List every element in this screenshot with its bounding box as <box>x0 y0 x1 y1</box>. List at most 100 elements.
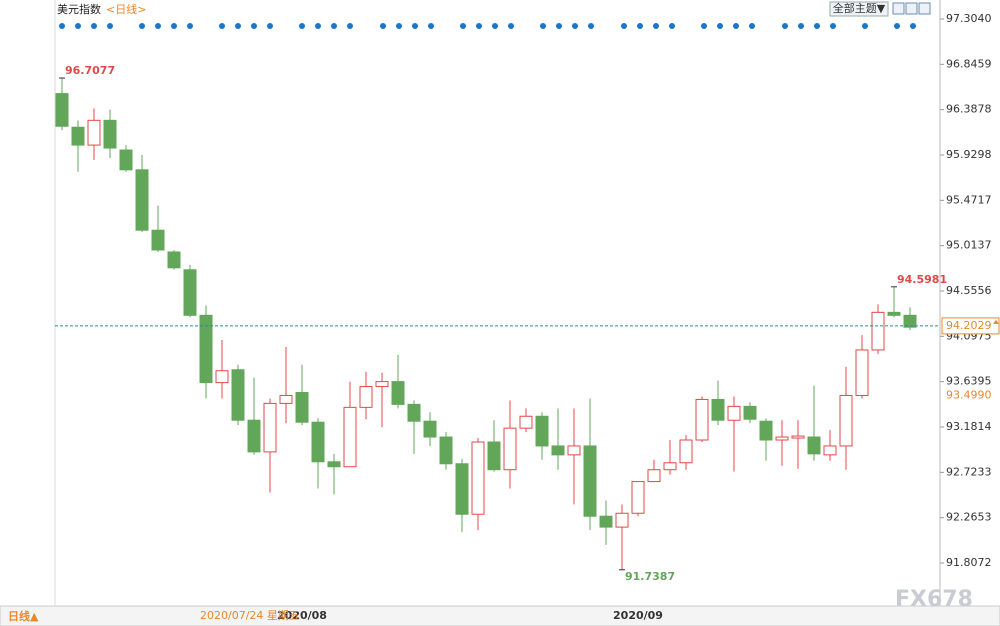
event-dot <box>155 23 161 29</box>
candle-body <box>439 436 453 465</box>
last-price-label: 94.2029 <box>946 319 992 332</box>
event-dot <box>331 23 337 29</box>
event-dot <box>91 23 97 29</box>
event-dot <box>556 23 562 29</box>
candle-body <box>55 93 69 127</box>
candle-body <box>71 126 85 146</box>
chart-title: 美元指数 <box>57 2 101 16</box>
candle-body <box>391 381 405 405</box>
y-tick-label: 92.7233 <box>946 465 992 478</box>
event-dot <box>701 23 707 29</box>
y-tick-label: 95.4717 <box>946 193 992 206</box>
y-tick-label: 97.3040 <box>946 12 992 25</box>
candle-body <box>167 251 181 269</box>
y-tick-label: 95.0137 <box>946 239 992 252</box>
candle-body <box>295 392 309 423</box>
candle-body <box>519 415 533 429</box>
candle-body <box>247 419 261 453</box>
candle-body <box>327 461 341 468</box>
y-tick-label: 93.1814 <box>946 420 992 433</box>
toolbar-icons <box>892 2 931 15</box>
event-dot <box>492 23 498 29</box>
extreme-label: 94.5981 <box>897 273 947 286</box>
event-dot <box>621 23 627 29</box>
candle-body <box>695 398 709 441</box>
event-dot <box>59 23 65 29</box>
event-dot <box>572 23 578 29</box>
y-tick-label: 93.6395 <box>946 375 992 388</box>
candle-body <box>871 311 885 351</box>
candle-body <box>727 405 741 421</box>
candle-body <box>711 398 725 421</box>
candle-body <box>823 445 837 456</box>
candle-body <box>599 515 613 528</box>
candle-body <box>279 394 293 404</box>
candle-body <box>551 445 565 456</box>
candle-body <box>471 441 485 515</box>
event-dot <box>653 23 659 29</box>
period-button[interactable]: 日线▲ <box>8 609 39 623</box>
candle-body <box>615 512 629 528</box>
y-tick-label: 91.8072 <box>946 556 992 569</box>
candle-body <box>103 119 117 149</box>
candle-body <box>887 311 901 316</box>
event-dot <box>187 23 193 29</box>
event-dot <box>428 23 434 29</box>
event-dot <box>798 23 804 29</box>
event-dot <box>588 23 594 29</box>
candle-body <box>759 420 773 441</box>
extreme-label: 91.7387 <box>625 570 675 583</box>
extreme-label: 96.7077 <box>65 64 115 77</box>
event-dot <box>267 23 273 29</box>
candle-body <box>775 436 789 441</box>
event-dot <box>139 23 145 29</box>
candle-body <box>311 421 325 463</box>
candle-body <box>535 415 549 447</box>
candle-body <box>647 469 661 483</box>
last-price-arrow <box>993 319 999 324</box>
candle-body <box>503 427 517 471</box>
event-dot <box>315 23 321 29</box>
zoom-in[interactable] <box>892 2 905 15</box>
candle-body <box>199 314 213 384</box>
event-dot <box>782 23 788 29</box>
candle-body <box>791 435 805 439</box>
event-dot <box>380 23 386 29</box>
event-dot <box>749 23 755 29</box>
event-dot <box>396 23 402 29</box>
candle-body <box>455 463 469 515</box>
event-dot <box>219 23 225 29</box>
candle-body <box>567 445 581 456</box>
candle-body <box>855 349 869 396</box>
candle-body <box>407 403 421 422</box>
event-dot <box>235 23 241 29</box>
fullscreen[interactable] <box>918 2 931 15</box>
x-tick-label: 2020/09 <box>613 609 663 622</box>
candle-body <box>679 439 693 464</box>
crosshair-date: 2020/07/24 星期五 <box>200 609 300 622</box>
watermark: FX678 <box>895 587 973 612</box>
candle-body <box>807 436 821 455</box>
event-dot <box>299 23 305 29</box>
candle-body <box>263 402 277 453</box>
candle-body <box>135 169 149 231</box>
candle-body <box>375 381 389 388</box>
zoom-out[interactable] <box>905 2 918 15</box>
candle-body <box>839 394 853 447</box>
event-dot <box>107 23 113 29</box>
event-dot <box>717 23 723 29</box>
event-dot <box>412 23 418 29</box>
y-tick-label: 96.8459 <box>946 57 992 70</box>
event-dot <box>637 23 643 29</box>
event-dot <box>540 23 546 29</box>
menu-button-label[interactable]: 全部主题▼ <box>833 1 886 15</box>
chart-subtitle: <日线> <box>106 2 146 16</box>
candle-body <box>583 445 597 517</box>
menu-button[interactable] <box>829 1 889 17</box>
reference-price-label: 93.4990 <box>946 389 992 402</box>
event-dot <box>814 23 820 29</box>
event-dot <box>862 23 868 29</box>
y-tick-label: 92.2653 <box>946 511 992 524</box>
